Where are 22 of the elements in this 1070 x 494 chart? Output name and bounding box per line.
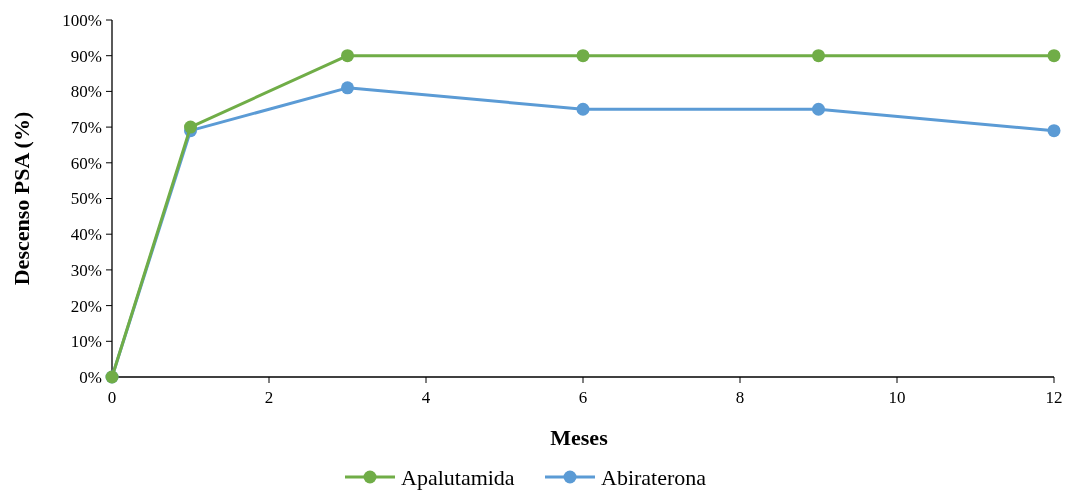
y-tick-label: 90%	[70, 46, 102, 66]
y-tick-label: 40%	[70, 225, 102, 245]
x-axis-title: Meses	[550, 425, 609, 450]
y-axis-title: Descenso PSA (%)	[9, 111, 34, 286]
y-tick-label: 80%	[70, 82, 102, 102]
x-tick-label: 8	[735, 388, 745, 407]
y-tick-label: 0%	[79, 367, 102, 387]
y-tick-label: 50%	[70, 189, 102, 209]
y-tick-label: 70%	[70, 118, 102, 138]
y-tick-label: 10%	[70, 332, 102, 352]
x-tick-label: 12	[1045, 388, 1063, 407]
x-tick-label: 2	[264, 388, 274, 407]
x-tick-label: 0	[107, 388, 117, 407]
y-tick-label: 20%	[70, 296, 102, 316]
x-tick-label: 4	[421, 388, 431, 407]
legend-label: Apalutamida	[401, 464, 515, 490]
x-tick-label: 10	[888, 388, 906, 407]
x-tick-label: 6	[578, 388, 588, 407]
y-tick-label: 60%	[70, 153, 102, 173]
y-tick-label: 100%	[62, 10, 102, 30]
legend-label: Abiraterona	[601, 464, 707, 490]
y-tick-label: 30%	[70, 260, 102, 280]
